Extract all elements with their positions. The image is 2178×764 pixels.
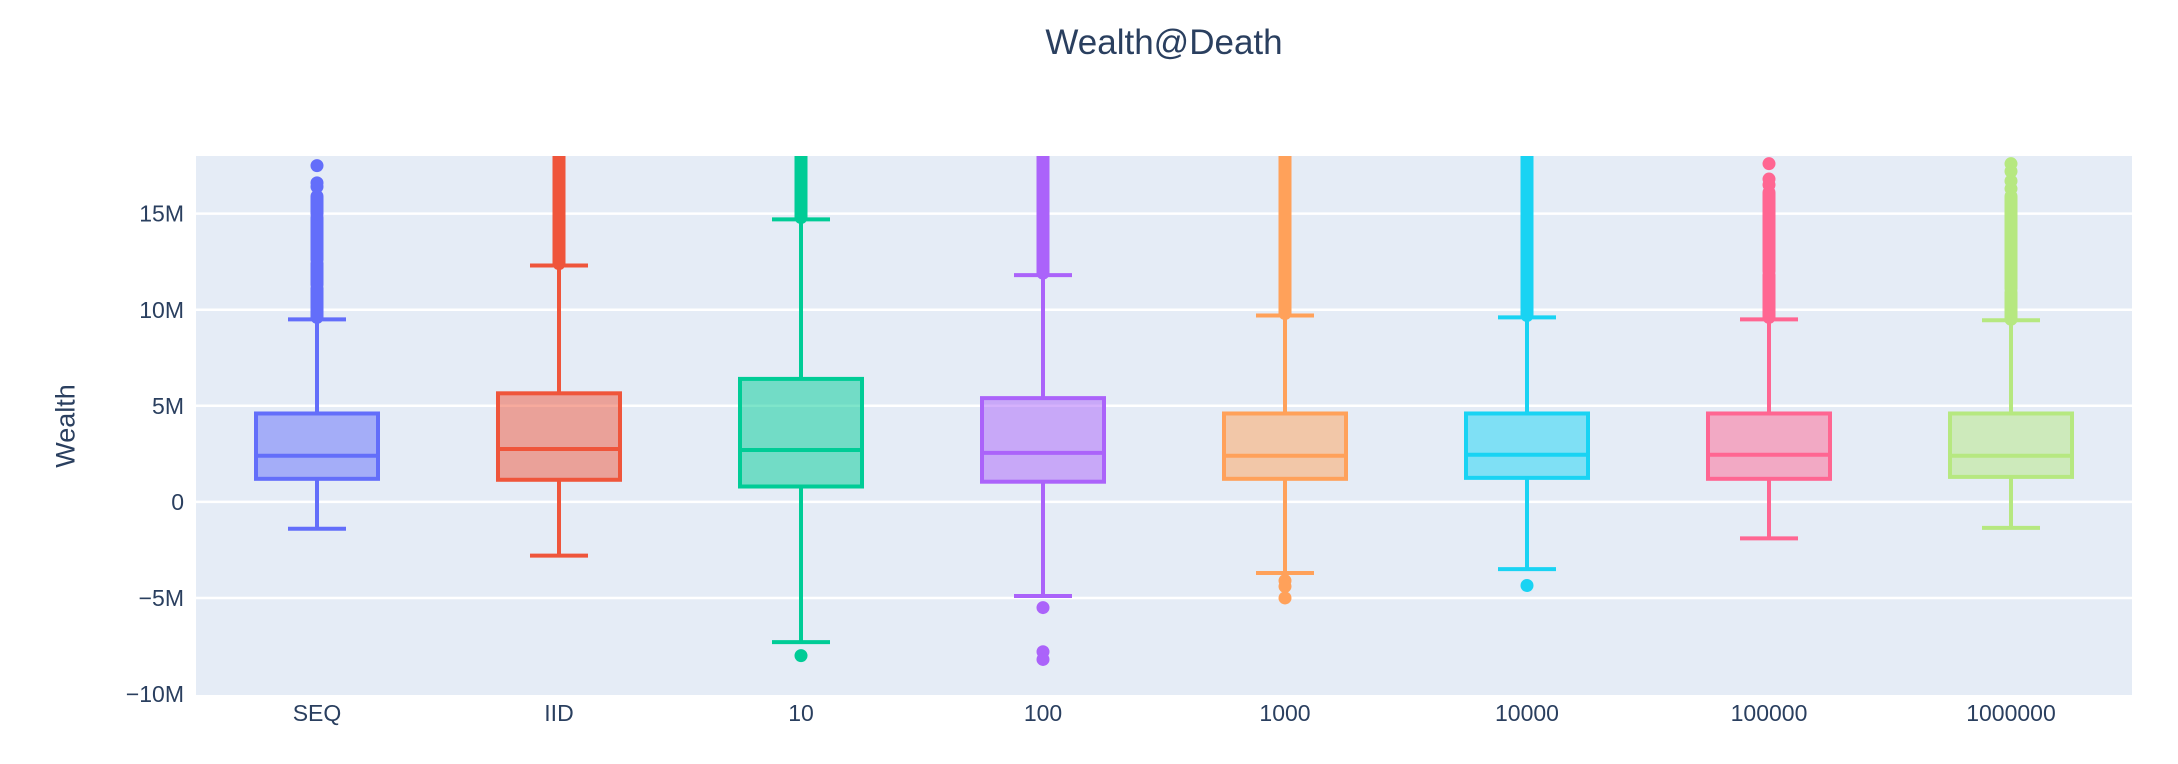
outlier-dot [1278,579,1292,593]
x-tick-label: 1000 [1259,700,1310,726]
y-tick-label: 10M [139,297,184,323]
y-axis-title: Wealth [50,384,80,468]
plot-layer: −10M −5M 0 5M 10M 15M SEQ IID 10 100 1000 10000 1000… [126,156,2132,726]
box-rect [1222,411,1348,481]
outlier-dot [1036,652,1050,666]
box-rect [1706,411,1832,481]
x-tick-label: IID [544,700,573,726]
outlier-dot [1520,578,1534,592]
box-group-10 [738,156,864,663]
x-tick-label: 10 [788,700,814,726]
box-group-SEQ [254,159,380,531]
plot-background [196,156,2132,695]
box-group-100000 [1706,157,1832,541]
y-tick-label: 5M [152,393,184,419]
x-tick-label: 100 [1024,700,1062,726]
outlier-dot [1762,157,1776,171]
outlier-dot [310,176,324,190]
outlier-dot [1036,601,1050,615]
box-rect [254,411,380,481]
x-tick-label: 1000000 [1966,700,2056,726]
box-group-10000 [1464,156,1590,592]
outlier-dot [2004,174,2018,188]
outlier-dot [2004,157,2018,171]
outlier-dot [794,649,808,663]
y-tick-label: 0 [171,489,184,515]
y-tick-label: −10M [126,681,184,707]
outlier-dot [1278,591,1292,605]
box-rect [1464,411,1590,480]
y-tick-label: 15M [139,201,184,227]
box-group-1000000 [1948,157,2074,530]
box-rect [1948,411,2074,479]
box-rect [496,391,622,482]
outlier-dot [310,159,324,173]
box-group-IID [496,156,622,558]
x-tick-label: 100000 [1731,700,1808,726]
x-tick-label: SEQ [293,700,342,726]
y-tick-label: −5M [139,585,184,611]
box-group-100 [980,156,1106,666]
box-rect [980,396,1106,484]
chart-title: Wealth@Death [1045,23,1282,62]
x-tick-label: 10000 [1495,700,1559,726]
box-group-1000 [1222,156,1348,605]
box-rect [738,376,864,489]
outlier-dot [1762,172,1776,186]
